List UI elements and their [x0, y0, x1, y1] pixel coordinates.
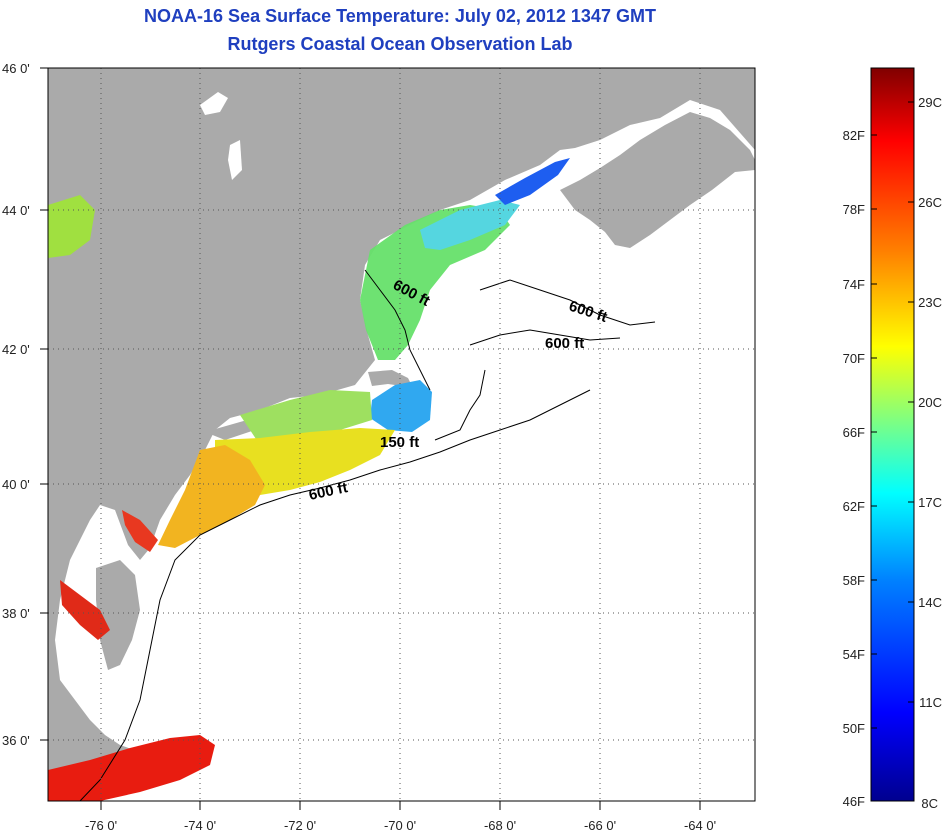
colorbar-f-label: 58F [843, 573, 865, 588]
land-delmarva [96, 560, 140, 670]
colorbar-f-label: 50F [843, 721, 865, 736]
colorbar-ticks [871, 101, 914, 729]
sst-delaware-bay [122, 510, 158, 552]
sst-lake-champlain [48, 195, 95, 258]
map-frame [47, 67, 756, 802]
colorbar-f-label: 46F [843, 794, 865, 809]
colorbar-f-label: 66F [843, 425, 865, 440]
land-nova-scotia [560, 112, 755, 248]
colorbar-f-label: 74F [843, 277, 865, 292]
colorbar-c-label: 11C [919, 695, 942, 710]
map-subtitle: Rutgers Coastal Ocean Observation Lab [227, 34, 573, 54]
contour-label: 600 ft [545, 335, 584, 352]
land-mainland [48, 68, 755, 801]
depth-contours [79, 269, 656, 801]
cloud-patch [228, 140, 242, 180]
sst-chesapeake-bay [60, 580, 110, 640]
colorbar-f-label: 78F [843, 202, 865, 217]
lat-label: 36 0' [2, 733, 30, 748]
temperature-colorbar [870, 67, 915, 802]
sst-hatteras-red [48, 735, 215, 801]
colorbar-c-label: 8C [921, 796, 938, 811]
lon-label: -64 0' [684, 818, 716, 833]
colorbar-c-label: 29C [918, 95, 942, 110]
lon-label: -66 0' [584, 818, 616, 833]
lat-label: 44 0' [2, 203, 30, 218]
lat-label: 42 0' [2, 342, 30, 357]
lon-label: -68 0' [484, 818, 516, 833]
lon-label: -72 0' [284, 818, 316, 833]
colorbar-c-label: 23C [918, 295, 942, 310]
sst-nj-shelf-orange [158, 445, 265, 548]
graticule [48, 68, 755, 801]
lon-label: -70 0' [384, 818, 416, 833]
colorbar-f-label: 62F [843, 499, 865, 514]
lat-label: 38 0' [2, 606, 30, 621]
lat-label: 40 0' [2, 477, 30, 492]
colorbar-c-label: 17C [918, 495, 942, 510]
cloud-patch [200, 92, 228, 115]
sst-maine-coast-cyan [420, 200, 520, 250]
colorbar-c-label: 20C [918, 395, 942, 410]
colorbar-c-label: 14C [918, 595, 942, 610]
contour-label: 150 ft [380, 434, 419, 451]
sst-shelf-green [240, 390, 372, 445]
colorbar-f-label: 82F [843, 128, 865, 143]
sst-georges-bank [370, 380, 432, 432]
sst-bay-of-fundy-blue [495, 158, 570, 205]
colorbar-f-label: 70F [843, 351, 865, 366]
colorbar-c-label: 26C [918, 195, 942, 210]
colorbar-f-label: 54F [843, 647, 865, 662]
sst-gulf-of-maine [360, 205, 510, 360]
lat-label: 46 0' [2, 61, 30, 76]
lon-label: -76 0' [85, 818, 117, 833]
axis-ticks [40, 67, 701, 810]
map-title: NOAA-16 Sea Surface Temperature: July 02… [144, 6, 656, 26]
lon-label: -74 0' [184, 818, 216, 833]
